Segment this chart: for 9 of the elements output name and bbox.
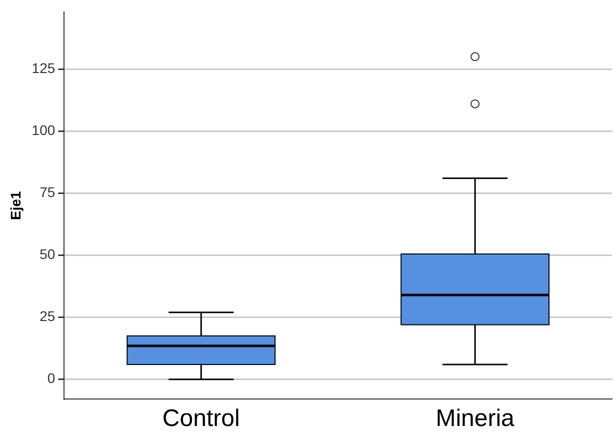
- y-tick-label: 25: [40, 308, 56, 324]
- y-tick-label: 50: [40, 246, 56, 262]
- y-tick-label: 0: [47, 370, 56, 386]
- x-tick-label: Control: [162, 405, 240, 432]
- y-tick-label: 75: [40, 184, 56, 200]
- x-tick-label: Mineria: [436, 405, 516, 432]
- y-tick-label: 125: [32, 60, 56, 76]
- y-axis-title: Eje1: [7, 190, 24, 220]
- y-tick-label: 100: [32, 122, 56, 138]
